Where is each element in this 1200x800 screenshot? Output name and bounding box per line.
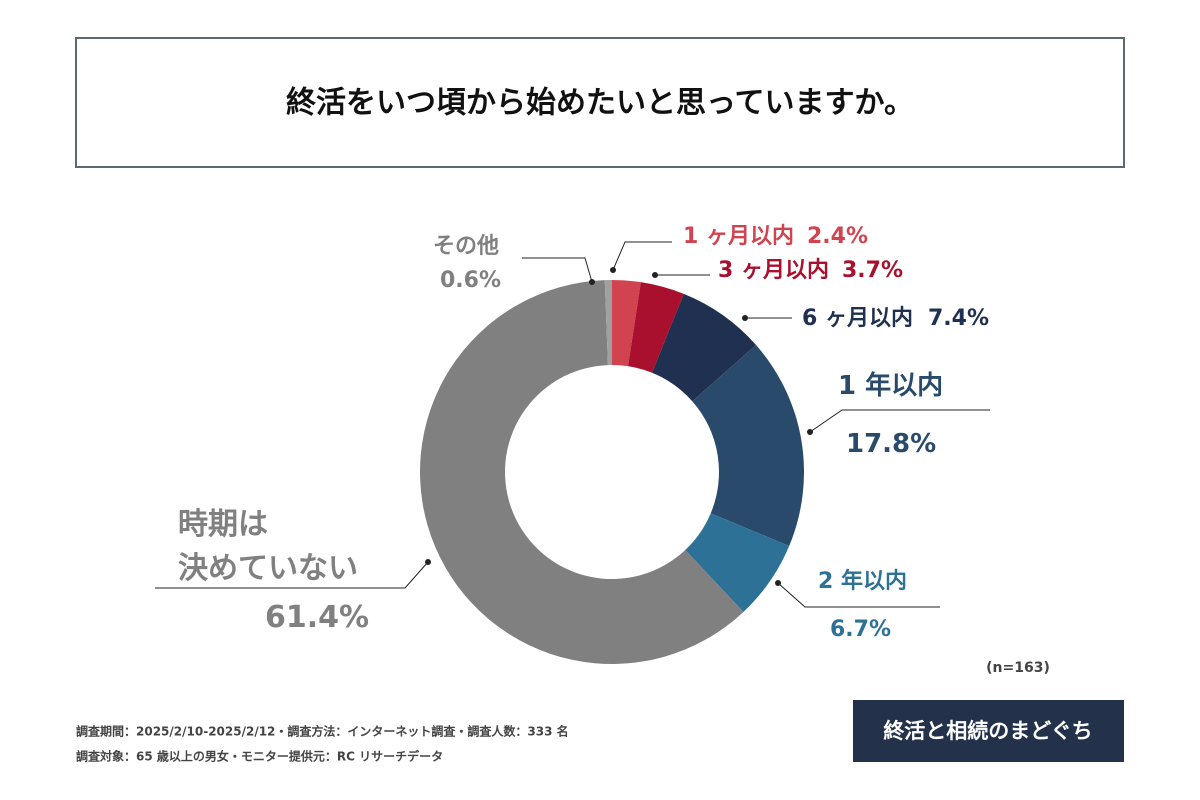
leader-line [612, 241, 672, 271]
leader-line [522, 257, 593, 283]
title-box [75, 37, 1125, 168]
leader-dot [807, 429, 813, 435]
value-label: 0.6% [440, 268, 502, 293]
donut-slice [628, 282, 684, 373]
donut-slice [612, 280, 641, 367]
leader-dot [610, 267, 616, 273]
value-label: 61.4% [265, 600, 370, 635]
leader-dot [652, 272, 658, 278]
logo-box [853, 700, 1124, 762]
category-label: 時期は 決めていない [178, 507, 358, 586]
category-label: 1 年以内 [838, 371, 944, 401]
logo: 終活と相続のまどぐち [883, 719, 1092, 743]
sample-note: (n=163) [986, 660, 1050, 676]
leader-dot [742, 315, 748, 321]
category-label: 6 ヶ月以内 [802, 306, 913, 331]
value-label: 2.4% [807, 224, 869, 249]
category-label: その他 [433, 234, 500, 259]
donut-slice [604, 280, 612, 366]
donut-slice [685, 513, 790, 612]
chart-title: 終活をいつ頃から始めたいと思っていますか。 [286, 86, 914, 121]
value-label: 3.7% [842, 258, 904, 283]
donut-slice [420, 280, 744, 664]
leader-dot [589, 279, 595, 285]
footnote: 調査期間：2025/2/10-2025/2/12・調査方法：インターネット調査・… [76, 724, 569, 739]
leader-line [777, 582, 940, 608]
value-label: 7.4% [928, 306, 990, 331]
donut-slice [652, 293, 757, 402]
footnote: 調査対象：65 歳以上の男女・モニター提供元：RC リサーチデータ [76, 749, 443, 764]
value-label: 17.8% [846, 429, 937, 459]
donut-slice [692, 345, 804, 547]
category-label: 2 年以内 [818, 569, 907, 594]
category-label: 1 ヶ月以内 [683, 224, 794, 249]
category-label: 3 ヶ月以内 [718, 258, 829, 283]
leader-dot [425, 559, 431, 565]
leader-line [809, 409, 990, 433]
leader-dot [775, 580, 781, 586]
leader-line [155, 561, 429, 589]
value-label: 6.7% [830, 617, 892, 642]
